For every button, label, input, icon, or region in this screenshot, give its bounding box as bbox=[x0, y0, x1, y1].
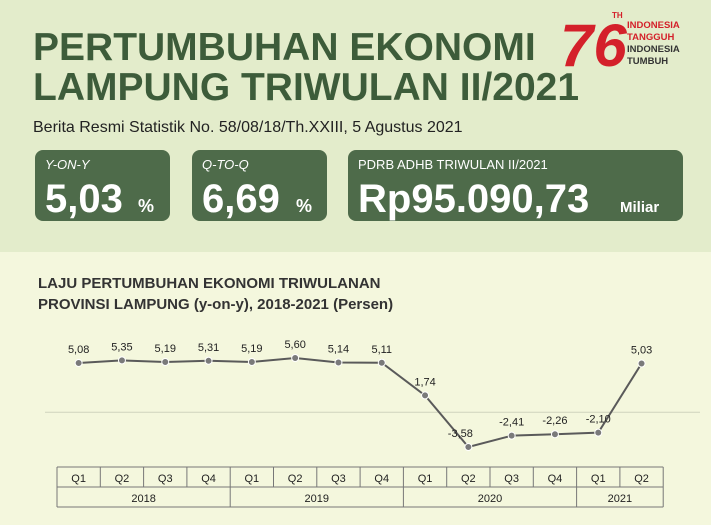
point bbox=[74, 359, 83, 368]
point bbox=[637, 359, 646, 368]
x-tick-label: Q2 bbox=[461, 473, 476, 485]
data-label: 5,35 bbox=[111, 341, 132, 353]
x-tick-label: Q1 bbox=[418, 473, 433, 485]
logo-number: 76 bbox=[560, 12, 627, 79]
x-tick-label: Q3 bbox=[504, 473, 519, 485]
card-value: Rp95.090,73 bbox=[358, 177, 589, 221]
card-unit: Miliar bbox=[620, 199, 659, 216]
point bbox=[291, 354, 300, 362]
card-label: Q-TO-Q bbox=[202, 157, 249, 172]
title-line: LAMPUNG TRIWULAN II/2021 bbox=[33, 66, 579, 109]
line-series bbox=[78, 356, 643, 449]
x-tick-label: Q4 bbox=[374, 473, 389, 485]
point bbox=[377, 358, 386, 367]
logo-text: INDONESIA bbox=[627, 20, 680, 31]
group-label: 2020 bbox=[478, 493, 502, 505]
point bbox=[507, 431, 516, 440]
data-label: 5,19 bbox=[241, 343, 262, 355]
x-tick-label: Q1 bbox=[591, 473, 606, 485]
point bbox=[464, 443, 473, 451]
logo-text: TUMBUH bbox=[627, 56, 668, 67]
card-unit: % bbox=[296, 196, 312, 216]
data-label: 5,08 bbox=[68, 344, 89, 356]
data-label: 1,74 bbox=[414, 376, 435, 388]
card-unit: % bbox=[138, 196, 154, 216]
x-tick-label: Q4 bbox=[201, 473, 216, 485]
stat-card bbox=[348, 150, 683, 221]
card-label: PDRB ADHB TRIWULAN II/2021 bbox=[358, 157, 548, 172]
data-label: 5,60 bbox=[284, 339, 305, 351]
data-label: 5,03 bbox=[631, 345, 652, 357]
chart-bg bbox=[0, 252, 711, 525]
data-label: -2,41 bbox=[499, 417, 524, 429]
point bbox=[594, 428, 603, 437]
point bbox=[247, 357, 256, 366]
title-line: PERTUMBUHAN EKONOMI bbox=[33, 26, 536, 69]
x-tick-label: Q1 bbox=[71, 473, 86, 485]
point bbox=[117, 356, 126, 365]
data-label: 5,14 bbox=[328, 343, 349, 355]
data-label: -3,58 bbox=[448, 428, 473, 440]
chart-title: PROVINSI LAMPUNG (y-on-y), 2018-2021 (Pe… bbox=[38, 296, 393, 313]
group-label: 2018 bbox=[131, 493, 155, 505]
stat-card bbox=[35, 150, 170, 221]
point bbox=[161, 357, 170, 366]
x-tick-label: Q3 bbox=[331, 473, 346, 485]
x-tick-label: Q2 bbox=[634, 473, 649, 485]
chart-title: LAJU PERTUMBUHAN EKONOMI TRIWULANAN bbox=[38, 275, 380, 292]
point bbox=[550, 430, 559, 439]
data-label: 5,31 bbox=[198, 342, 219, 354]
x-tick-label: Q4 bbox=[548, 473, 563, 485]
data-label: 5,19 bbox=[155, 343, 176, 355]
data-label: -2,26 bbox=[542, 415, 567, 427]
logo-text: TANGGUH bbox=[627, 32, 674, 43]
card-label: Y-ON-Y bbox=[45, 157, 91, 172]
point bbox=[334, 358, 343, 367]
stat-card bbox=[192, 150, 327, 221]
group-label: 2019 bbox=[305, 493, 329, 505]
point bbox=[421, 391, 430, 400]
data-label: 5,11 bbox=[371, 344, 392, 356]
card-value: 6,69 bbox=[202, 177, 280, 221]
x-tick-label: Q1 bbox=[245, 473, 260, 485]
x-tick-label: Q2 bbox=[288, 473, 303, 485]
data-label: -2,10 bbox=[586, 414, 611, 426]
logo-text: INDONESIA bbox=[627, 44, 680, 55]
group-label: 2021 bbox=[608, 493, 632, 505]
logo-suffix: TH bbox=[612, 11, 623, 20]
x-tick-label: Q3 bbox=[158, 473, 173, 485]
card-value: 5,03 bbox=[45, 177, 123, 221]
x-tick-label: Q2 bbox=[115, 473, 130, 485]
subtitle: Berita Resmi Statistik No. 58/08/18/Th.X… bbox=[33, 119, 463, 136]
point bbox=[204, 356, 213, 365]
